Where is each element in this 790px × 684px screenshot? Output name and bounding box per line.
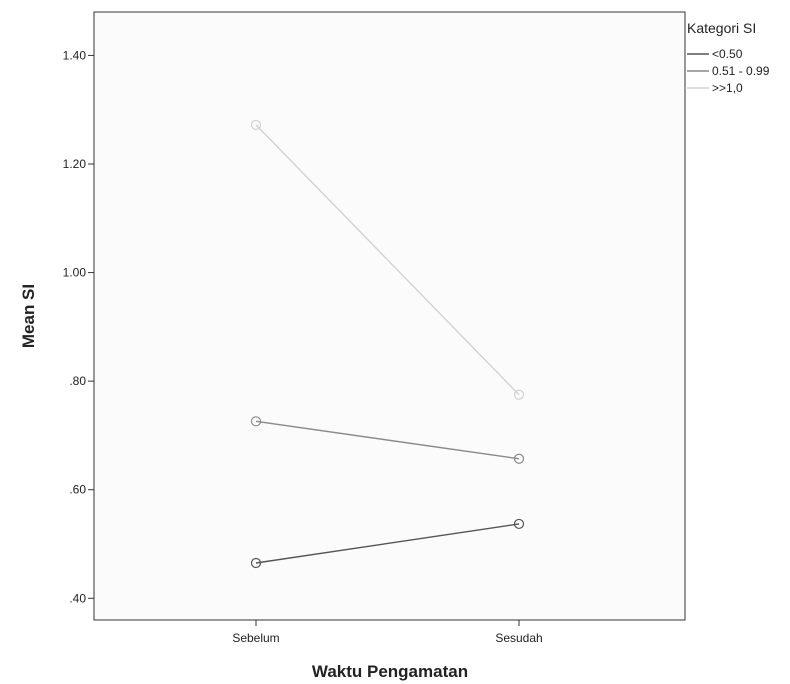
legend-label: >>1,0 — [712, 81, 743, 95]
data-point — [250, 119, 262, 131]
legend: Kategori SI <0.50 0.51 - 0.99 >>1,0 — [687, 20, 770, 95]
y-tick-label: .40 — [69, 591, 86, 605]
series-line — [255, 523, 520, 564]
y-tick-label: .80 — [69, 374, 86, 388]
series-2 — [250, 416, 525, 464]
data-point — [513, 453, 525, 464]
data-point — [250, 416, 262, 427]
data-point — [513, 518, 525, 530]
series-line — [255, 124, 520, 396]
legend-label: <0.50 — [712, 47, 743, 61]
y-tick-label: 1.40 — [63, 48, 87, 62]
y-axis: .40 .60 .80 1.00 1.20 1.40 — [63, 48, 94, 605]
x-tick-label: Sebelum — [232, 631, 279, 645]
y-tick-label: .60 — [69, 483, 86, 497]
y-tick-label: 1.20 — [63, 157, 87, 171]
series-3 — [250, 119, 525, 400]
series-layer — [250, 119, 525, 569]
y-tick-label: 1.00 — [63, 266, 87, 280]
y-axis-title: Mean SI — [19, 284, 38, 348]
series-line — [255, 420, 520, 460]
data-point — [513, 389, 525, 400]
data-point — [250, 557, 262, 569]
x-axis: Sebelum Sesudah — [232, 620, 543, 645]
legend-label: 0.51 - 0.99 — [712, 64, 770, 78]
x-axis-title: Waktu Pengamatan — [312, 662, 468, 681]
legend-title: Kategori SI — [687, 20, 756, 36]
x-tick-label: Sesudah — [495, 631, 542, 645]
series-1 — [250, 518, 525, 569]
plot-area — [93, 11, 686, 621]
